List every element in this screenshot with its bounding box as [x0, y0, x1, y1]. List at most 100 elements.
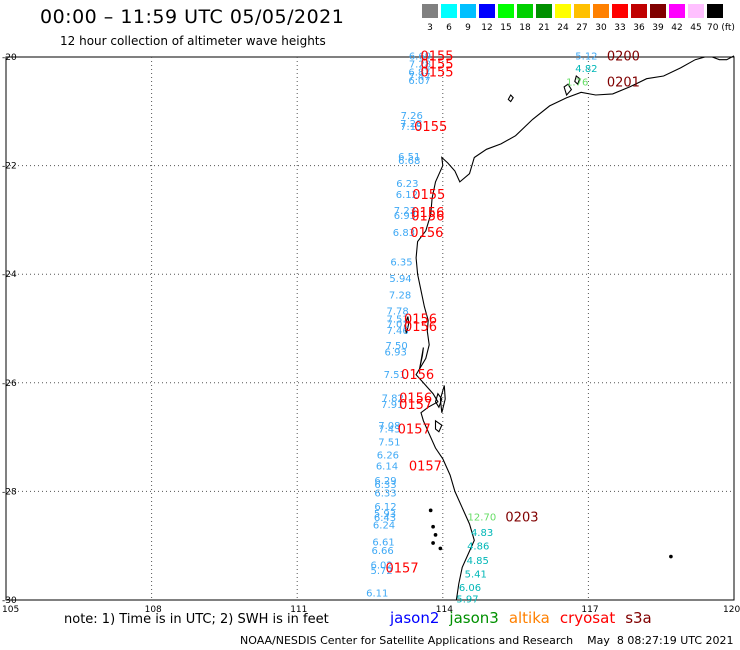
scale-label: 15: [500, 23, 512, 33]
scale-label: 70 (ft): [707, 23, 735, 33]
satellite-legend: jason2 jason3 altika cryosat s3a: [390, 609, 662, 627]
lat-tick-label: -22: [2, 162, 17, 172]
satellite-legend-altika: altika: [508, 609, 550, 627]
lat-tick-label: -20: [2, 53, 17, 63]
pass-time-label: 0155: [420, 66, 453, 81]
scale-label: 33: [614, 23, 626, 33]
satellite-legend-s3a: s3a: [625, 609, 652, 627]
wave-height-label: 7.26: [401, 111, 423, 122]
wave-height-label: 6.87: [408, 68, 430, 79]
scale-label: 9: [465, 23, 471, 33]
wave-height-label: 6.23: [396, 179, 418, 190]
wave-height-label: 5.12: [575, 51, 597, 62]
pass-time-label: 0155: [412, 188, 445, 203]
island-outline: [434, 392, 443, 409]
northern-coast: [712, 55, 735, 61]
scale-swatch: [631, 4, 647, 18]
altimeter-track-labels: 6.697.286.877.476.077.267.287.156.516.68…: [366, 49, 640, 605]
wave-height-label: 7.51: [378, 437, 400, 448]
pass-time-label: 0155: [420, 58, 453, 73]
wave-height-label: 7.82: [382, 393, 404, 404]
wave-height-label: 5.41: [465, 569, 487, 580]
wave-height-label: 6.24: [373, 521, 395, 532]
wave-height-label: 7.08: [378, 421, 400, 432]
scale-label: 39: [652, 23, 664, 33]
wave-height-label: 7.46: [387, 326, 409, 337]
credit-line: NOAA/NESDIS Center for Satellite Applica…: [240, 634, 734, 647]
wave-height-label: 6.07: [408, 76, 430, 87]
wave-height-label: 1.76: [566, 77, 588, 88]
page-subtitle: 12 hour collection of altimeter wave hei…: [60, 34, 326, 48]
scale-label: 30: [595, 23, 607, 33]
islet-mark: [438, 546, 443, 551]
scale-swatch: [422, 4, 438, 18]
wave-height-label: 4.85: [467, 556, 489, 567]
lat-tick-label: -26: [2, 379, 17, 389]
islet-mark: [431, 524, 435, 529]
pass-time-label: 0200: [607, 49, 640, 64]
scale-label: 36: [633, 23, 645, 33]
wave-height-label: 6.51: [398, 152, 420, 163]
scale-label: 24: [557, 23, 569, 33]
wave-height-label: 7.51: [387, 315, 409, 326]
scale-swatch: [479, 4, 495, 18]
pass-time-label: 0201: [607, 75, 640, 90]
wave-height-label: 6.06: [459, 583, 481, 594]
wave-height-label: 6.26: [377, 450, 399, 461]
pass-time-label: 0156: [399, 391, 432, 406]
pass-time-label: 0156: [411, 210, 444, 225]
wave-height-label: 6.02: [370, 561, 392, 572]
wave-height-label: 6.33: [374, 488, 396, 499]
scale-label: 12: [481, 23, 493, 33]
scale-swatch: [517, 4, 533, 18]
wave-height-label: 7.78: [387, 307, 409, 318]
wave-height-label: 12.70: [468, 512, 497, 523]
lat-tick-label: -30: [2, 596, 17, 606]
lon-tick-label: 117: [581, 605, 598, 615]
graticule: [6, 57, 734, 600]
pass-time-label: 0156: [411, 206, 444, 221]
islet-mark: [431, 541, 435, 545]
lat-tick-label: -24: [2, 270, 17, 280]
scale-label: 42: [671, 23, 683, 33]
scale-label: 27: [576, 23, 588, 33]
wave-height-label: 7.43: [378, 424, 400, 435]
satellite-legend-jason2: jason2: [390, 609, 440, 627]
footnote: note: 1) Time is in UTC; 2) SWH is in fe…: [64, 612, 329, 627]
pass-time-label: 0157: [386, 561, 419, 576]
pass-time-label: 0155: [414, 120, 447, 135]
wave-height-label: 5.94: [389, 274, 411, 285]
scale-swatch: [612, 4, 628, 18]
pass-time-label: 0157: [398, 422, 431, 437]
wave-height-label: 6.83: [393, 228, 415, 239]
wave-height-label: 7.47: [408, 72, 430, 83]
pass-time-label: 0156: [410, 226, 443, 241]
island-outline: [563, 83, 573, 97]
pass-time-label: 0157: [399, 398, 432, 413]
wave-height-label: 6.66: [371, 546, 393, 557]
wave-height-label: 7.15: [400, 122, 422, 133]
scale-swatch: [555, 4, 571, 18]
wave-height-label: 5.97: [456, 594, 478, 605]
wave-height-label: 4.82: [575, 64, 597, 75]
pass-time-label: 0157: [409, 459, 442, 474]
scale-swatch: [536, 4, 552, 18]
wave-height-label: 6.35: [390, 258, 412, 269]
scale-swatch: [650, 4, 666, 18]
wave-height-label: 6.12: [396, 190, 418, 201]
wave-height-label: 7.91: [381, 400, 403, 411]
scale-label: 18: [519, 23, 531, 33]
pass-time-label: 0156: [401, 368, 434, 383]
wave-height-label: 6.29: [374, 476, 396, 487]
islet-mark: [428, 508, 433, 513]
pass-time-label: 0156: [404, 313, 437, 328]
wave-height-label: 7.28: [400, 119, 422, 130]
island-outline: [439, 385, 446, 413]
pass-time-label: 0155: [420, 49, 453, 64]
wave-height-label: 6.14: [376, 461, 398, 472]
lon-tick-label: 120: [723, 605, 740, 615]
wave-height-label: 5.72: [370, 566, 392, 577]
wave-height-label: 6.93: [394, 211, 416, 222]
